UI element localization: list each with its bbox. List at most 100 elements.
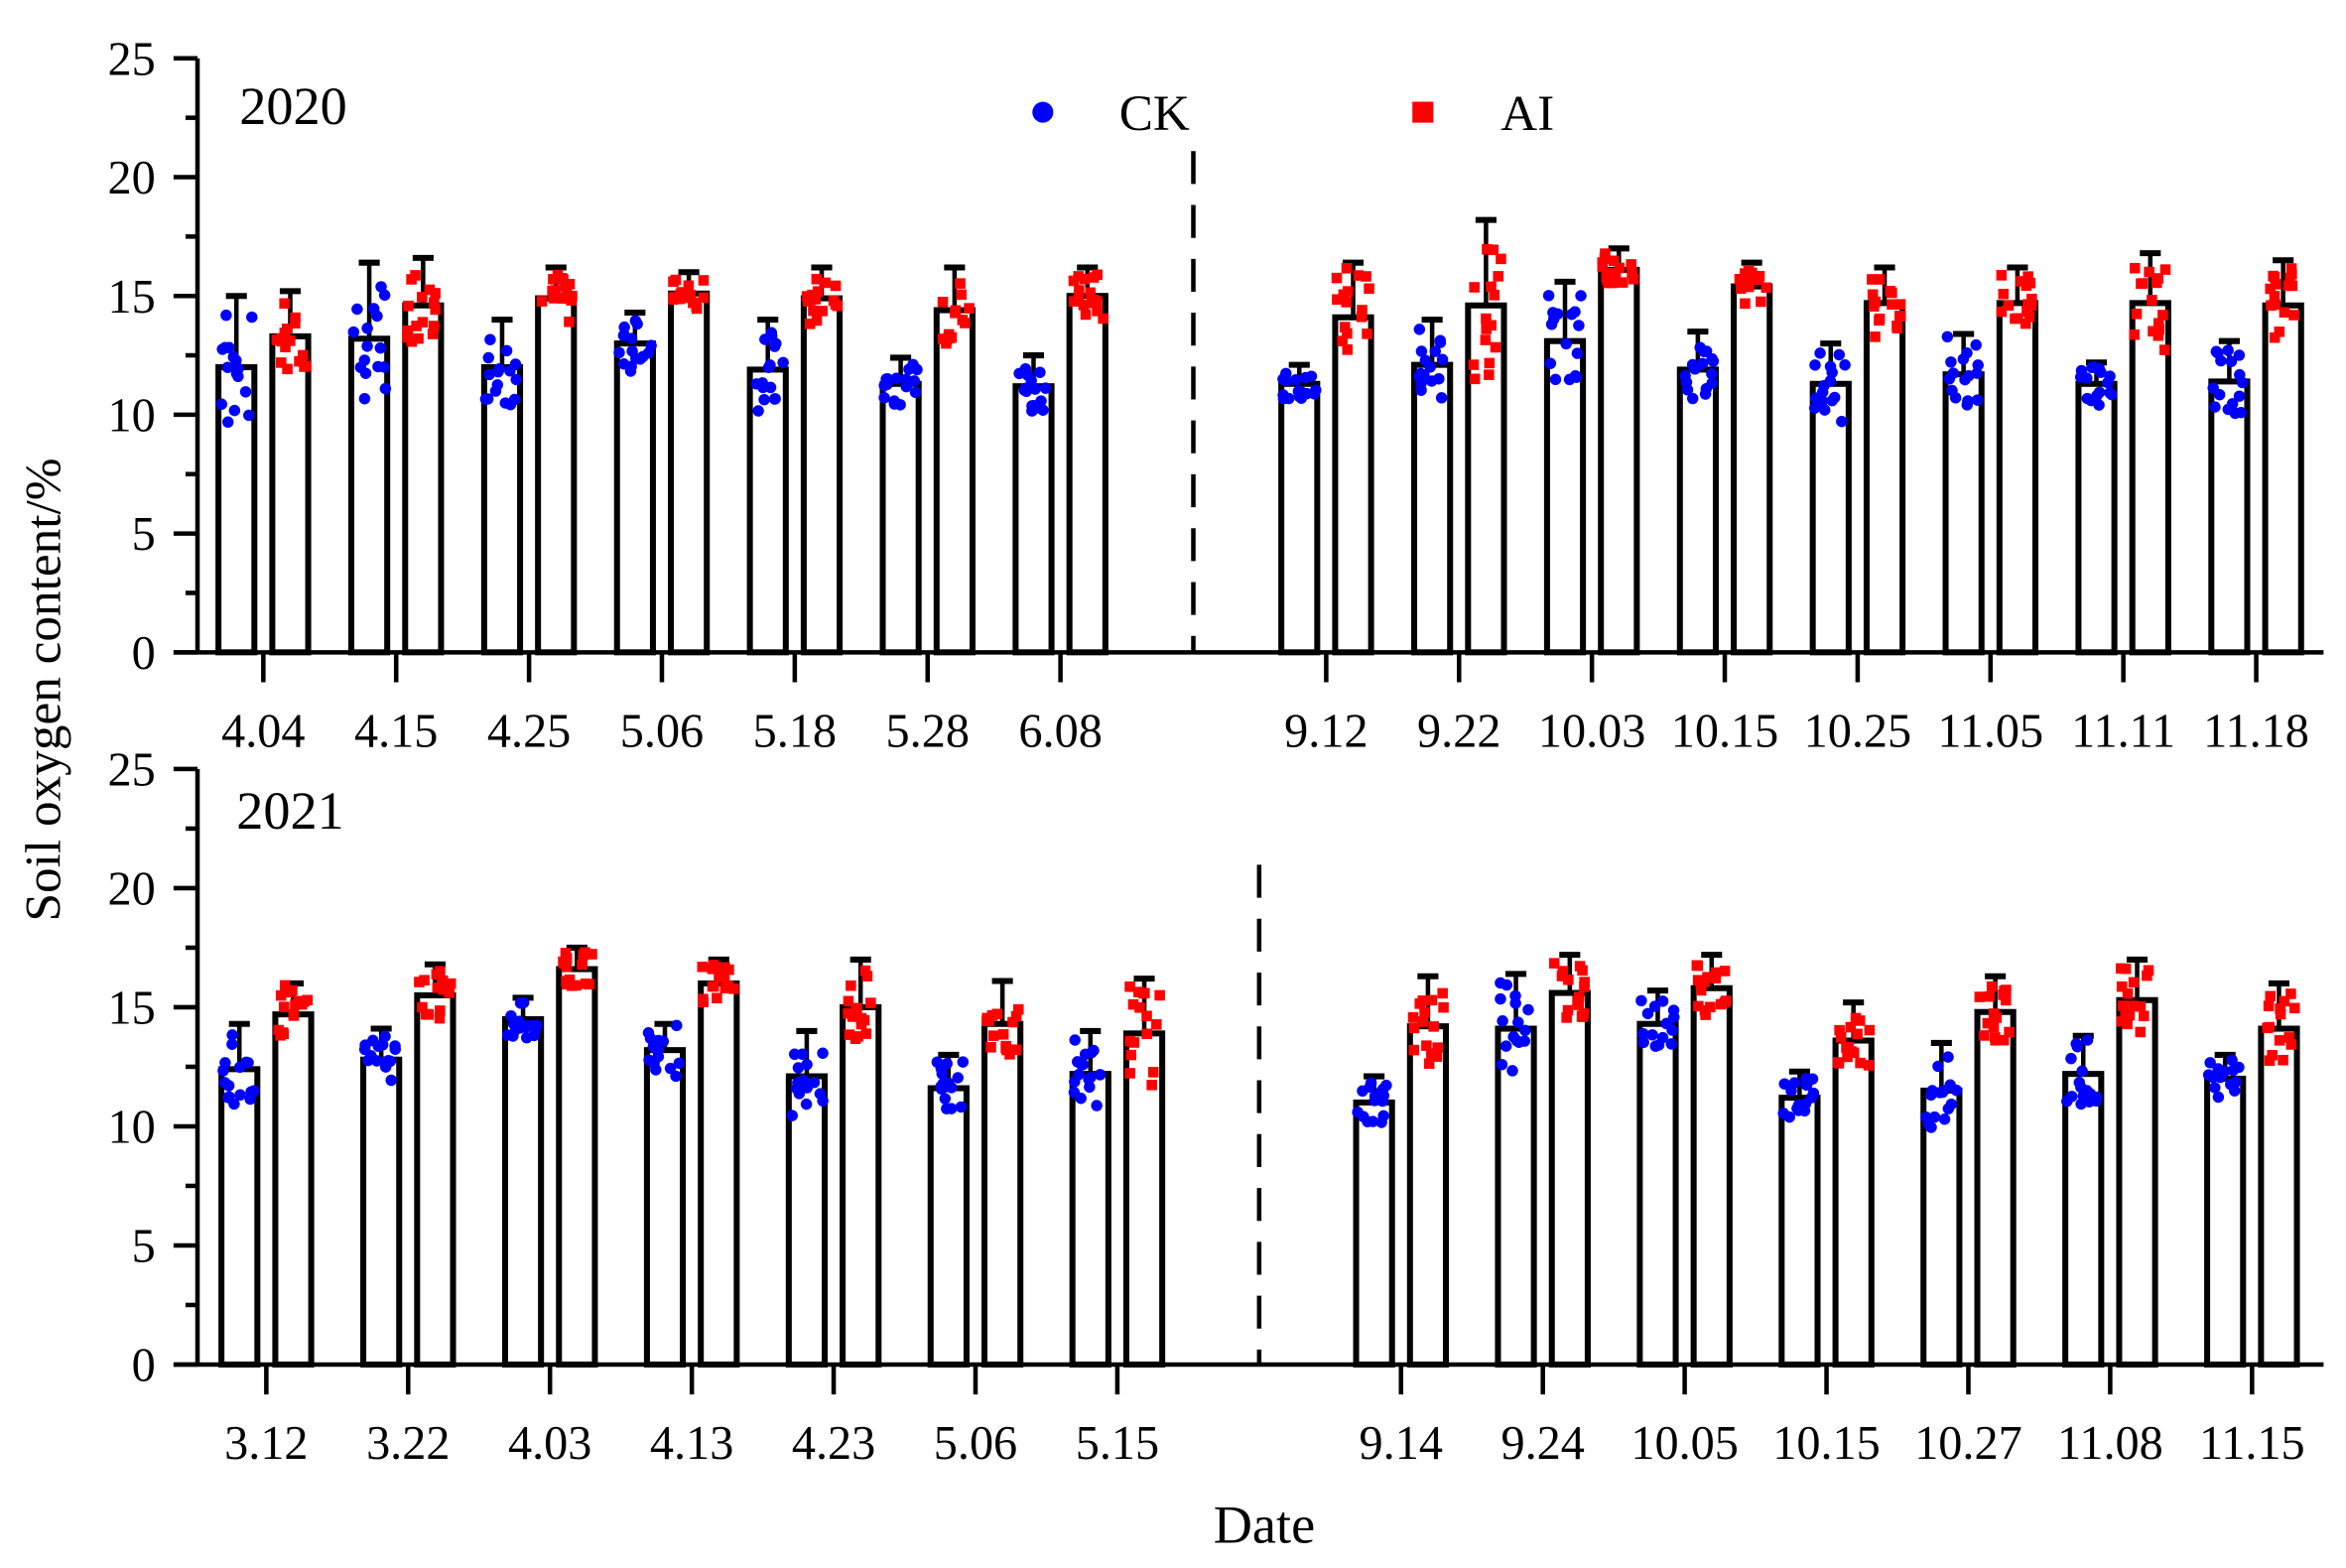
data-point-ai — [1124, 1068, 1135, 1079]
data-point-ck — [650, 1064, 662, 1076]
x-tick-label: 11.05 — [1937, 705, 2043, 757]
data-point-ck — [226, 1029, 238, 1041]
data-point-ck — [1415, 345, 1428, 357]
data-point-ck — [1021, 369, 1034, 381]
data-point-ck — [1706, 352, 1718, 365]
y-tick-label: 20 — [108, 152, 156, 204]
data-point-ck — [1926, 1085, 1938, 1097]
x-tick-label: 10.15 — [1772, 1417, 1881, 1470]
data-point-ai — [2264, 1021, 2275, 1033]
data-point-ai — [2147, 295, 2157, 306]
data-point-ck — [1560, 337, 1572, 350]
data-point-ck — [2090, 1095, 2102, 1108]
data-point-ai — [536, 296, 548, 307]
data-point-ck — [1824, 375, 1837, 387]
panel-title-2020: 2020 — [239, 76, 347, 136]
data-point-ai — [2116, 1016, 2128, 1027]
data-point-ai — [985, 1041, 996, 1053]
data-point-ai — [2265, 990, 2277, 1002]
data-point-ai — [586, 949, 597, 960]
data-point-ck — [1637, 1036, 1649, 1049]
data-point-ck — [2209, 401, 2221, 413]
data-point-ai — [832, 300, 844, 312]
data-point-ck — [484, 333, 496, 345]
data-point-ck — [952, 1072, 964, 1084]
data-point-ck — [1942, 1051, 1954, 1063]
data-point-ai — [1342, 344, 1354, 355]
data-point-ck — [1569, 306, 1581, 318]
data-point-ck — [1519, 1024, 1531, 1037]
data-point-ai — [855, 1012, 867, 1024]
bar-ck — [785, 1073, 829, 1368]
data-point-ck — [482, 351, 494, 364]
bar-ck — [1778, 1095, 1821, 1368]
data-point-ck — [1542, 290, 1555, 302]
data-point-ai — [817, 306, 829, 317]
data-point-ai — [557, 293, 569, 304]
data-point-ck — [1280, 374, 1293, 387]
data-point-ai — [1736, 283, 1747, 295]
data-point-ck — [1575, 290, 1587, 302]
data-point-ck — [499, 397, 512, 409]
x-tick-label: 11.11 — [2071, 705, 2175, 757]
data-point-ck — [801, 1058, 813, 1071]
data-point-ai — [1078, 300, 1090, 311]
data-point-ck — [878, 392, 890, 404]
data-point-ai — [552, 269, 564, 281]
data-point-ai — [1990, 1034, 2002, 1046]
data-point-ai — [2020, 318, 2031, 329]
data-point-ck — [481, 393, 494, 405]
data-point-ai — [1864, 1024, 1876, 1036]
data-point-ck — [2233, 349, 2246, 361]
bar-ai — [800, 295, 844, 656]
data-point-ai — [1833, 1058, 1845, 1069]
bar-ck — [1942, 371, 1985, 656]
data-point-ck — [955, 1101, 968, 1113]
data-point-ck — [2093, 386, 2106, 399]
data-point-ai — [411, 321, 422, 331]
data-point-ai — [564, 316, 575, 327]
data-point-ck — [2104, 387, 2116, 399]
data-point-ai — [964, 303, 975, 314]
data-point-ai — [2269, 271, 2281, 283]
data-point-ai — [1007, 1016, 1018, 1028]
data-point-ai — [2157, 310, 2168, 321]
data-point-ai — [1141, 1028, 1152, 1040]
x-tick-label: 9.24 — [1500, 1417, 1584, 1470]
x-tick-label: 10.25 — [1804, 705, 1912, 757]
x-tick-label: 5.06 — [934, 1417, 1017, 1470]
data-point-ai — [668, 292, 679, 303]
data-point-ai — [1988, 1021, 2000, 1033]
x-tick-label: 9.12 — [1284, 705, 1368, 757]
data-point-ai — [1124, 980, 1135, 992]
data-point-ck — [1814, 347, 1826, 359]
data-point-ck — [228, 404, 241, 417]
data-point-ai — [1705, 1001, 1716, 1013]
data-point-ck — [890, 372, 903, 385]
data-point-ai — [279, 1001, 290, 1012]
data-point-ai — [844, 1029, 855, 1040]
data-point-ck — [221, 361, 234, 373]
data-point-ck — [2226, 398, 2239, 410]
data-point-ck — [945, 1103, 958, 1114]
data-point-ck — [221, 416, 234, 428]
data-point-ck — [1436, 353, 1449, 366]
data-point-ai — [2144, 266, 2154, 278]
data-point-ai — [423, 1009, 435, 1020]
x-tick-label: 4.23 — [792, 1417, 875, 1470]
data-point-ck — [1945, 356, 1957, 368]
data-point-ck — [2213, 388, 2226, 401]
data-point-ai — [294, 355, 305, 367]
data-point-ck — [359, 367, 372, 379]
data-point-ai — [1331, 272, 1343, 284]
data-point-ai — [1628, 273, 1639, 285]
legend-ai-label: AI — [1500, 85, 1554, 142]
data-point-ai — [1438, 1001, 1449, 1013]
data-point-ai — [2267, 1049, 2278, 1061]
data-point-ai — [2135, 1000, 2147, 1012]
data-point-ai — [722, 980, 734, 991]
data-point-ck — [797, 1074, 810, 1086]
data-point-ck — [756, 377, 769, 389]
data-point-ai — [2128, 1000, 2140, 1011]
data-point-ck — [2071, 1041, 2084, 1053]
